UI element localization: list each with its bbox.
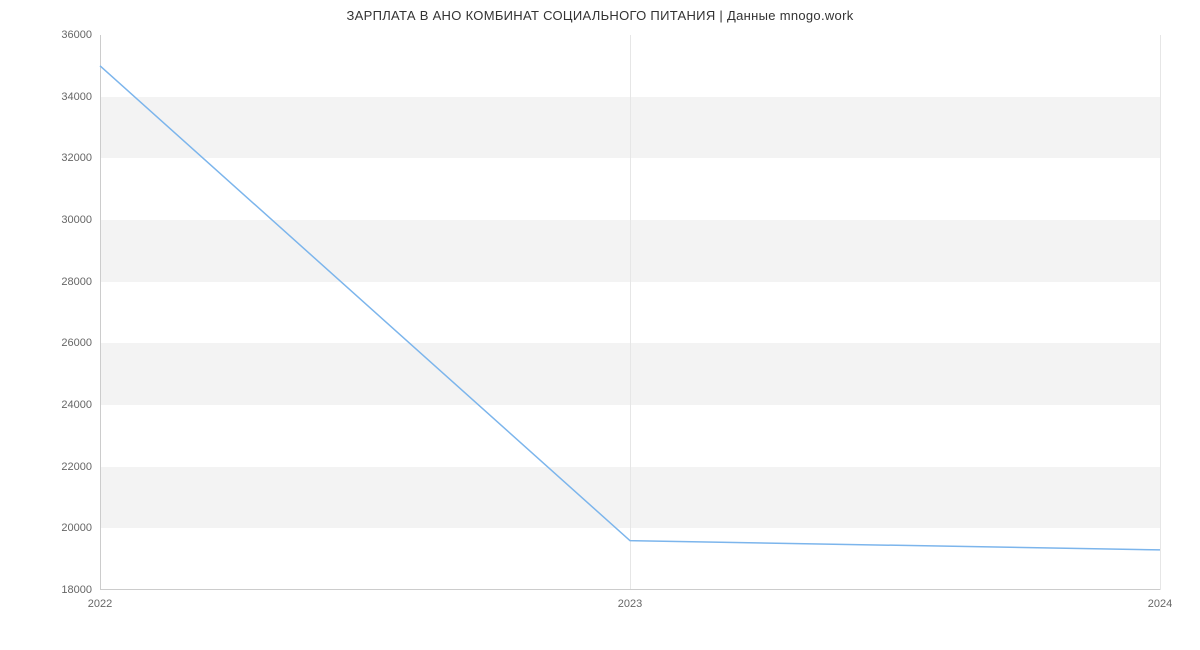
- y-tick-label: 22000: [61, 461, 92, 473]
- y-tick-label: 32000: [61, 152, 92, 164]
- x-tick-label: 2023: [618, 598, 642, 610]
- chart-svg: [100, 35, 1160, 590]
- y-tick-label: 30000: [61, 214, 92, 226]
- x-tick-label: 2024: [1148, 598, 1172, 610]
- y-tick-label: 36000: [61, 29, 92, 41]
- x-grid-line: [1160, 35, 1161, 590]
- chart-title: ЗАРПЛАТА В АНО КОМБИНАТ СОЦИАЛЬНОГО ПИТА…: [0, 0, 1200, 23]
- y-tick-label: 20000: [61, 522, 92, 534]
- y-tick-label: 34000: [61, 91, 92, 103]
- y-tick-label: 26000: [61, 337, 92, 349]
- y-tick-label: 18000: [61, 584, 92, 596]
- x-tick-label: 2022: [88, 598, 112, 610]
- y-tick-label: 24000: [61, 399, 92, 411]
- salary-chart: ЗАРПЛАТА В АНО КОМБИНАТ СОЦИАЛЬНОГО ПИТА…: [0, 0, 1200, 650]
- series-salary: [100, 66, 1160, 550]
- y-tick-label: 28000: [61, 276, 92, 288]
- plot-area: 1800020000220002400026000280003000032000…: [100, 35, 1160, 590]
